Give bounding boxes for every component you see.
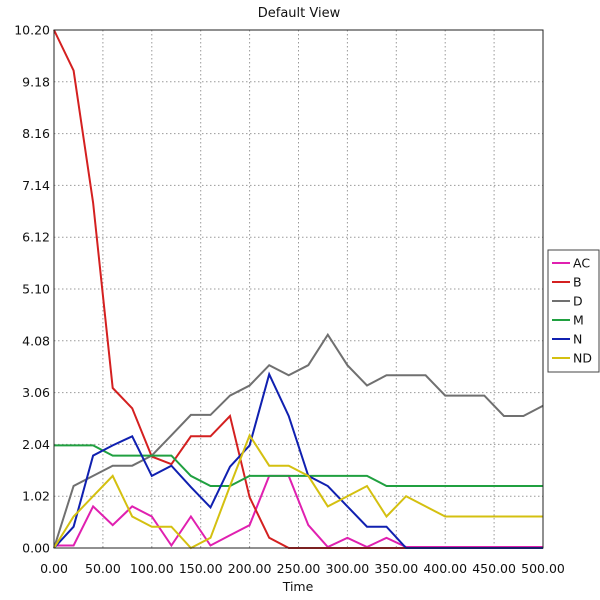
legend-label: N [573, 332, 582, 347]
legend-label: AC [573, 256, 590, 271]
y-tick-label: 5.10 [22, 282, 50, 297]
x-tick-label: 450.00 [472, 561, 516, 576]
x-tick-labels: 0.00 50.00 100.00 150.00 200.00 250.00 300.00 3… [40, 561, 565, 576]
plot-frame [53, 29, 544, 549]
legend-label: M [573, 313, 584, 328]
y-tick-label: 10.20 [14, 23, 50, 38]
x-tick-label: 50.00 [85, 561, 121, 576]
x-tick-label: 500.00 [521, 561, 565, 576]
x-tick-label: 150.00 [179, 561, 223, 576]
x-tick-label: 100.00 [130, 561, 174, 576]
y-tick-labels: 0.00 1.02 2.04 3.06 4.08 5.10 6.12 7.14 8.16 9.18… [14, 23, 50, 556]
legend-box [547, 249, 600, 373]
x-tick-label: 200.00 [228, 561, 272, 576]
y-tick-label: 9.18 [22, 74, 50, 89]
legend-label: B [573, 275, 582, 290]
y-tick-label: 1.02 [22, 489, 50, 504]
chart-title: Default View [258, 6, 341, 21]
series-line-nd [53, 433, 543, 550]
y-tick-label: 8.16 [22, 126, 50, 141]
x-tick-label: 300.00 [326, 561, 370, 576]
x-tick-label: 250.00 [277, 561, 321, 576]
y-tick-label: 7.14 [22, 178, 50, 193]
x-tick-label: 0.00 [40, 561, 68, 576]
legend-label: ND [573, 351, 592, 366]
y-tick-label: 3.06 [22, 385, 50, 400]
series-line-m [54, 444, 543, 487]
legend-label: D [573, 294, 583, 309]
y-tick-label: 4.08 [22, 333, 50, 348]
x-axis-label: Time [282, 579, 314, 594]
y-tick-label: 2.04 [22, 437, 50, 452]
x-tick-label: 350.00 [374, 561, 418, 576]
series-line-d [53, 332, 544, 549]
x-tick-label: 400.00 [423, 561, 467, 576]
y-tick-label: 0.00 [22, 541, 50, 556]
y-tick-label: 6.12 [22, 230, 50, 245]
